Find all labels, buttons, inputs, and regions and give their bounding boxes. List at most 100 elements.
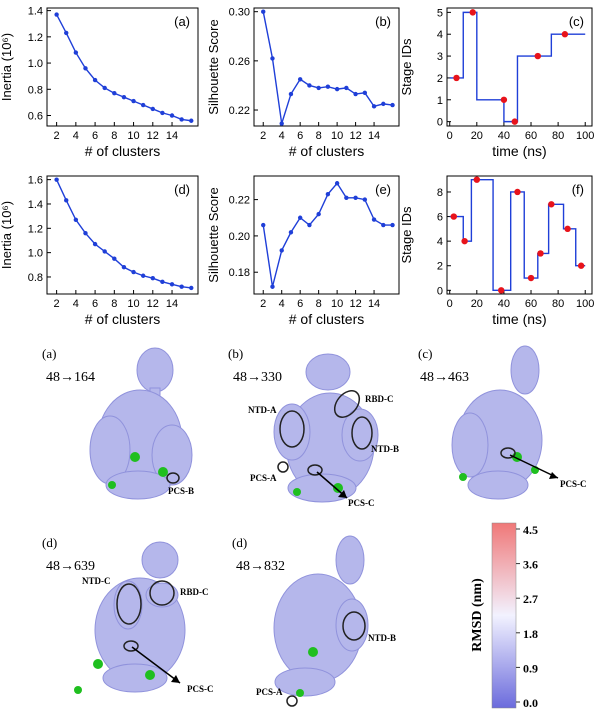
stage-marker [534, 52, 541, 60]
highlight-ellipse [500, 447, 516, 459]
data-point [169, 282, 175, 287]
x-tick-label: 8 [111, 130, 117, 142]
protein-panel-letter: (d) [42, 535, 57, 550]
y-axis-label: Stage IDs [399, 206, 414, 264]
x-tick-label: 4 [279, 298, 285, 310]
data-point [288, 230, 294, 235]
data-point [307, 222, 312, 228]
y-tick-label: 0.22 [229, 195, 250, 207]
y-tick-label: 0.18 [229, 267, 250, 279]
x-tick-label: 14 [368, 298, 380, 310]
x-tick-label: 100 [576, 130, 594, 142]
panel-letter: (b) [375, 14, 391, 29]
data-point [288, 91, 294, 97]
y-tick-label: 3 [437, 51, 443, 63]
x-tick-label: 4 [279, 130, 285, 142]
data-point [316, 211, 321, 217]
data-point [102, 249, 107, 254]
highlight-ellipse [123, 640, 139, 652]
chart-panel-6: 0 20 40 60 80 100 0 2 4 6 8 time (ns) Stage IDs (f) [399, 175, 594, 327]
x-tick-label: 0 [447, 130, 453, 142]
data-point [83, 66, 88, 71]
y-tick-label: 0.26 [229, 56, 250, 68]
y-tick-label: 2 [437, 261, 443, 273]
data-point [381, 222, 386, 228]
data-point [102, 85, 107, 91]
data-point [362, 197, 368, 202]
x-tick-label: 80 [552, 298, 564, 310]
data-point [307, 83, 312, 88]
colorbar-tick-label: 0.9 [523, 661, 538, 675]
plot-frame [46, 7, 199, 127]
x-axis-label: # of clusters [289, 143, 364, 159]
x-tick-label: 2 [260, 298, 266, 310]
x-tick-label: 2 [54, 298, 60, 310]
data-point [169, 113, 175, 118]
region-label: PCS-C [348, 498, 375, 508]
protein-molecule-image [273, 535, 369, 697]
highlight-ellipse [351, 416, 373, 450]
y-tick-label: 1.4 [28, 6, 43, 18]
data-point [83, 230, 88, 236]
protein-panel-letter: (c) [418, 346, 432, 361]
x-tick-label: 8 [316, 298, 322, 310]
protein-panel-letter: (a) [42, 346, 56, 361]
green-ligand-markers [293, 483, 343, 496]
y-tick-label: 0.22 [229, 105, 250, 117]
arrow-head [549, 472, 558, 479]
data-point [371, 217, 377, 222]
region-label: PCS-A [256, 687, 283, 697]
stage-marker [453, 74, 460, 82]
highlight-ellipse [166, 472, 180, 484]
x-tick-label: 14 [166, 298, 178, 310]
x-tick-label: 10 [331, 298, 343, 310]
region-label: PCS-C [560, 479, 587, 489]
data-point [261, 222, 266, 228]
y-tick-label: 1.0 [28, 58, 43, 70]
x-tick-label: 20 [471, 298, 483, 310]
stage-marker [461, 237, 468, 245]
data-point [140, 102, 146, 108]
y-tick-label: 1.2 [28, 223, 43, 235]
highlight-ellipse [333, 390, 361, 418]
data-point [279, 121, 284, 126]
x-tick-label: 6 [92, 130, 98, 142]
panel-letter: (f) [572, 182, 584, 197]
colorbar-tick-label: 2.7 [523, 592, 538, 606]
data-point [362, 90, 368, 96]
stage-marker [577, 262, 585, 269]
data-point [334, 181, 340, 186]
region-label: RBD-C [365, 394, 394, 404]
arrow-head [338, 490, 347, 498]
x-tick-label: 12 [147, 130, 159, 142]
panel-letter: (c) [569, 14, 584, 29]
transition-label: 48→330 [233, 370, 282, 385]
x-tick-label: 6 [297, 298, 303, 310]
data-point [371, 104, 377, 109]
green-ligand-markers [296, 647, 318, 697]
highlight-ellipse [307, 464, 323, 476]
x-tick-label: 20 [471, 130, 483, 142]
x-tick-label: 6 [297, 130, 303, 142]
data-point [160, 110, 165, 116]
plot-frame [46, 175, 199, 295]
green-ligand-markers [108, 452, 168, 489]
y-tick-label: 5 [437, 7, 443, 19]
data-point [112, 91, 117, 96]
x-tick-label: 14 [166, 130, 178, 142]
x-tick-label: 40 [498, 298, 510, 310]
y-tick-label: 1 [437, 95, 443, 107]
data-point [140, 273, 146, 278]
panel-letter: (a) [174, 14, 190, 29]
transition-label: 48→832 [236, 559, 285, 574]
y-tick-label: 4 [437, 29, 443, 41]
y-tick-label: 1.0 [28, 248, 43, 260]
chart-panel-3: 0 20 40 60 80 100 0 1 2 3 4 5 time (ns) Stage IDs (c) [399, 7, 594, 159]
x-tick-label: 40 [498, 130, 510, 142]
data-point [112, 256, 117, 261]
region-label: NTD-B [368, 633, 396, 643]
x-tick-label: 12 [349, 298, 361, 310]
protein-molecule-image [451, 345, 543, 500]
colorbar-tick-label: 0.0 [523, 696, 538, 710]
